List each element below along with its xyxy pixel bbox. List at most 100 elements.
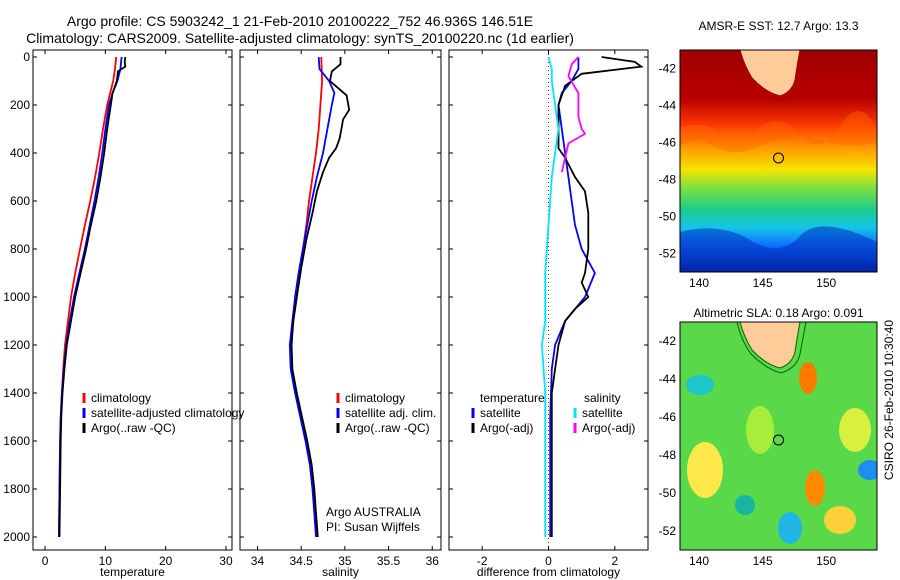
y-tick-label: -48 xyxy=(659,173,677,187)
sst-map xyxy=(679,49,878,273)
sst-cold-pool xyxy=(680,226,877,272)
series-line-argo-adj- xyxy=(560,56,587,173)
sla-blob xyxy=(686,375,714,395)
x-axis-label: salinity xyxy=(322,565,359,579)
legend-difference: temperature salinitysatelliteArgo(-adj)sa… xyxy=(471,391,635,435)
x-tick-label: 34.5 xyxy=(289,554,313,568)
sla-blob xyxy=(824,506,856,534)
sla-blob xyxy=(799,362,817,394)
x-tick-label: 35 xyxy=(338,554,352,568)
sla-blob xyxy=(858,460,877,480)
x-tick-label: 140 xyxy=(689,554,709,568)
x-tick-label: 2 xyxy=(611,554,618,568)
y-tick-label: 600 xyxy=(10,194,30,208)
y-tick-label: -44 xyxy=(659,372,677,386)
legend-header: salinity xyxy=(584,391,621,405)
y-tick-label: -44 xyxy=(659,99,677,113)
map-title: Altimetric SLA: 0.18 Argo: 0.091 xyxy=(693,306,863,320)
y-tick-label: 1800 xyxy=(3,482,30,496)
profile-panel-2: 34 34.5 35 35.5 36 salinity xyxy=(239,49,442,579)
y-tick-label: -42 xyxy=(659,334,677,348)
sla-blob xyxy=(735,495,755,515)
map-axes-2: Altimetric SLA: 0.18 Argo: 0.091 140 145 15… xyxy=(659,306,864,568)
x-tick-label: 30 xyxy=(219,554,233,568)
x-tick-label: 36 xyxy=(426,554,440,568)
legend-label: climatology xyxy=(91,391,151,405)
x-tick-label: 10 xyxy=(99,554,113,568)
y-tick-label: 1600 xyxy=(3,434,30,448)
tasmania-land xyxy=(739,50,801,97)
creation-stamp: CSIRO 26-Feb-2010 10:30:40 xyxy=(882,320,896,480)
x-tick-label: 20 xyxy=(159,554,173,568)
sla-map xyxy=(679,321,878,551)
sla-blob xyxy=(746,406,774,454)
x-tick-label: 0 xyxy=(545,554,552,568)
y-tick-label: 800 xyxy=(10,242,30,256)
credit-line: Argo AUSTRALIA xyxy=(326,505,421,519)
legend-label: satellite-adjusted climatology xyxy=(91,406,244,420)
tasmania-contour xyxy=(736,50,807,102)
x-axis-label: temperature xyxy=(100,565,165,579)
panel-frame xyxy=(239,49,442,551)
sst-front xyxy=(680,110,877,153)
map-title: AMSR-E SST: 12.7 Argo: 13.3 xyxy=(698,19,858,33)
x-tick-label: 34 xyxy=(251,554,265,568)
sla-argo-marker xyxy=(773,434,784,446)
y-tick-label: -50 xyxy=(659,486,677,500)
y-tick-label: -46 xyxy=(659,136,677,150)
x-tick-label: -2 xyxy=(477,554,488,568)
y-tick-label: 200 xyxy=(10,98,30,112)
sla-blob xyxy=(805,470,825,506)
series-line-satellite-adj-clim- xyxy=(288,56,336,538)
x-tick-label: 35.5 xyxy=(377,554,401,568)
legend-label: Argo(-adj) xyxy=(582,421,635,435)
x-tick-label: 150 xyxy=(816,276,836,290)
series-line-satellite-adjusted-climatology xyxy=(58,56,123,538)
legend-header: temperature xyxy=(480,391,545,405)
legend-label: Argo(..raw -QC) xyxy=(91,421,176,435)
legend-label: climatology xyxy=(345,391,405,405)
y-tick-label: -48 xyxy=(659,448,677,462)
map-axes-1: AMSR-E SST: 12.7 Argo: 13.3 140 145 150 -42 -… xyxy=(659,19,859,290)
series-line-argo-adj- xyxy=(550,56,644,537)
sla-blob xyxy=(778,512,802,544)
y-tick-label: 1400 xyxy=(3,386,30,400)
x-tick-label: 145 xyxy=(753,554,773,568)
figure-title-line2: Climatology: CARS2009. Satellite-adjuste… xyxy=(26,30,574,46)
tasmania-land xyxy=(739,322,801,369)
y-tick-label: -52 xyxy=(659,247,677,261)
legend-label: satellite adj. clim. xyxy=(345,406,436,420)
credit-line: PI: Susan Wijffels xyxy=(326,520,420,534)
figure-title-line1: Argo profile: CS 5903242_1 21-Feb-2010 2… xyxy=(67,13,533,29)
y-tick-label: -50 xyxy=(659,210,677,224)
sst-argo-marker xyxy=(773,152,784,164)
sla-blob xyxy=(687,442,723,498)
series-line-satellite xyxy=(540,56,560,537)
y-tick-label: -52 xyxy=(659,524,677,538)
y-tick-label: 2000 xyxy=(3,530,30,544)
series-line-argo-raw-qc- xyxy=(290,57,351,538)
x-axis-label: difference from climatology xyxy=(477,565,620,579)
y-tick-label: 0 xyxy=(23,50,30,64)
profile-panel-1: 0 10 20 30 temperature 0 200 400 600 800 1000 1200 1… xyxy=(3,49,233,579)
x-tick-label: 145 xyxy=(753,276,773,290)
x-tick-label: 150 xyxy=(816,554,836,568)
sla-frame xyxy=(679,321,878,551)
sst-frame xyxy=(679,49,878,273)
y-tick-label: -46 xyxy=(659,410,677,424)
sla-blob xyxy=(839,408,871,452)
series-line-argo-raw-qc- xyxy=(58,56,127,538)
y-tick-label: 1200 xyxy=(3,338,30,352)
legend-label: satellite xyxy=(480,406,521,420)
legend-label: satellite xyxy=(582,406,623,420)
x-tick-label: 0 xyxy=(42,554,49,568)
x-tick-label: 140 xyxy=(689,276,709,290)
legend-label: Argo(..raw -QC) xyxy=(345,421,430,435)
y-tick-label: 400 xyxy=(10,146,30,160)
y-tick-label: -42 xyxy=(659,62,677,76)
